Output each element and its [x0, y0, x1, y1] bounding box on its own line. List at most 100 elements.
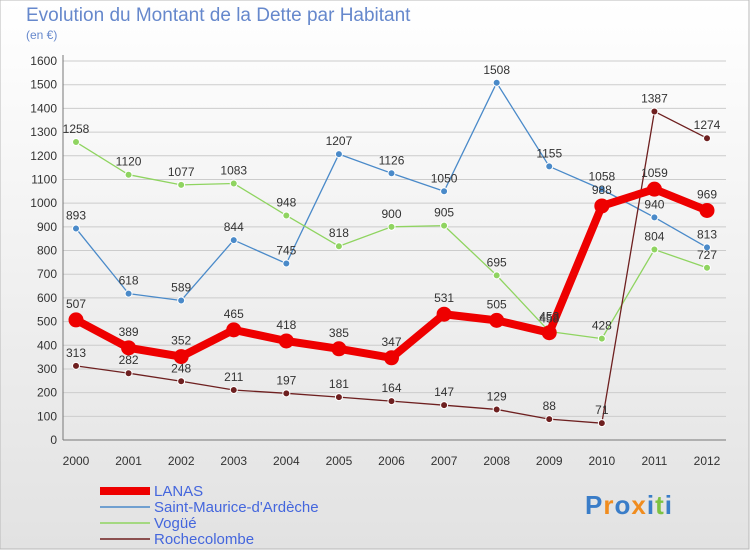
data-point: [334, 242, 343, 251]
y-tick-label: 700: [37, 267, 57, 281]
data-label: 453: [539, 310, 559, 324]
y-tick-label: 800: [37, 244, 57, 258]
data-point: [597, 185, 606, 194]
data-point: [492, 405, 501, 414]
data-label: 181: [329, 377, 349, 391]
data-label: 389: [119, 325, 139, 339]
data-label: 1058: [588, 169, 615, 183]
data-point: [72, 138, 80, 147]
data-point: [597, 419, 606, 428]
data-label: 1050: [431, 171, 458, 185]
x-tick-label: 2005: [326, 454, 353, 468]
y-tick-label: 1000: [30, 196, 57, 210]
data-point: [177, 377, 186, 386]
y-tick-label: 900: [37, 220, 57, 234]
legend-label: Rochecolombe: [154, 531, 254, 548]
data-label: 1274: [694, 118, 721, 132]
y-tick-label: 1200: [30, 149, 57, 163]
data-point: [334, 393, 343, 402]
y-tick-label: 100: [37, 409, 57, 423]
data-point: [177, 296, 186, 305]
data-point: [545, 162, 554, 171]
data-point: [440, 401, 449, 410]
data-label: 1126: [379, 153, 405, 167]
x-tick-label: 2012: [694, 454, 721, 468]
data-label: 988: [592, 183, 612, 197]
data-label: 818: [329, 226, 349, 240]
data-label: 1059: [641, 166, 668, 180]
data-label: 1077: [168, 165, 195, 179]
data-label: 458: [539, 312, 559, 326]
data-point: [650, 245, 659, 254]
data-point: [703, 243, 711, 252]
data-point: [278, 333, 294, 349]
data-point: [229, 179, 238, 188]
x-tick-label: 2007: [431, 454, 458, 468]
data-point: [703, 263, 711, 272]
data-label: 893: [66, 208, 86, 222]
data-point: [282, 259, 291, 268]
x-tick-label: 2003: [220, 454, 247, 468]
x-tick-label: 2001: [115, 454, 142, 468]
legend-label: Vogüé: [154, 515, 197, 532]
data-label: 813: [697, 227, 717, 241]
data-point: [229, 386, 238, 395]
data-point: [384, 350, 399, 366]
data-label: 465: [224, 307, 244, 321]
data-label: 900: [381, 207, 401, 221]
data-point: [282, 211, 291, 220]
data-label: 1258: [63, 122, 90, 136]
data-label: 347: [381, 335, 401, 349]
proxiti-logo: Proxiti: [585, 490, 672, 520]
data-point: [124, 369, 133, 378]
y-tick-label: 500: [37, 315, 57, 329]
chart-subtitle: (en €): [26, 28, 57, 42]
data-label: 507: [66, 297, 86, 311]
y-tick-label: 1400: [30, 101, 57, 115]
legend-label: LANAS: [154, 483, 203, 500]
legend: LANASSaint-Maurice-d'ArdècheVogüéRocheco…: [100, 483, 319, 548]
data-point: [545, 415, 554, 424]
x-tick-label: 2006: [378, 454, 405, 468]
data-point: [492, 271, 501, 280]
data-label: 197: [276, 373, 296, 387]
data-point: [387, 397, 396, 406]
x-tick-label: 2008: [483, 454, 510, 468]
y-tick-label: 1500: [30, 78, 57, 92]
data-label: 695: [487, 255, 507, 269]
x-tick-label: 2009: [536, 454, 563, 468]
data-label: 531: [434, 291, 454, 305]
data-point: [594, 198, 610, 214]
data-label: 352: [171, 334, 191, 348]
data-label: 804: [644, 230, 664, 244]
y-tick-label: 200: [37, 386, 57, 400]
x-tick-label: 2000: [63, 454, 90, 468]
data-point: [282, 389, 291, 398]
data-point: [597, 334, 606, 343]
data-label: 589: [171, 280, 191, 294]
data-point: [229, 236, 238, 245]
data-point: [72, 361, 80, 370]
data-point: [68, 312, 84, 328]
y-tick-label: 400: [37, 338, 57, 352]
data-point: [650, 107, 659, 116]
y-tick-label: 1600: [30, 54, 57, 68]
data-point: [124, 170, 133, 179]
x-tick-label: 2004: [273, 454, 300, 468]
data-label: 313: [66, 346, 86, 360]
data-point: [650, 213, 659, 222]
x-tick-label: 2002: [168, 454, 195, 468]
data-point: [72, 224, 80, 233]
data-label: 147: [434, 385, 454, 399]
data-point: [226, 322, 242, 338]
data-point: [334, 150, 343, 159]
data-point: [699, 202, 715, 218]
y-tick-label: 1300: [30, 125, 57, 139]
y-tick-label: 1100: [31, 172, 57, 186]
data-label: 385: [329, 326, 349, 340]
legend-label: Saint-Maurice-d'Ardèche: [154, 499, 319, 516]
grid: [63, 60, 726, 441]
data-label: 948: [276, 195, 296, 209]
x-tick-label: 2011: [642, 454, 668, 468]
